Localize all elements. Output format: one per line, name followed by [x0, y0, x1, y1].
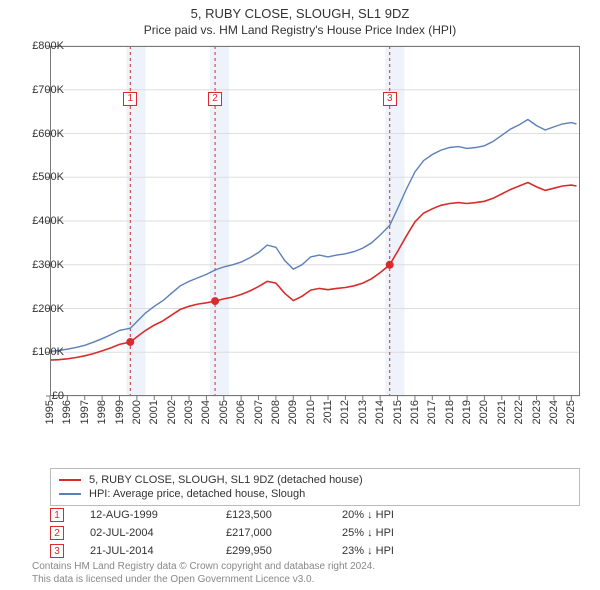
y-tick-label: £200K — [32, 303, 64, 315]
x-tick-label: 2013 — [357, 400, 369, 424]
legend-swatch-icon — [59, 493, 81, 495]
x-tick-label: 2000 — [131, 400, 143, 424]
legend-label: 5, RUBY CLOSE, SLOUGH, SL1 9DZ (detached… — [89, 474, 363, 486]
sale-price: £299,950 — [226, 545, 316, 557]
sale-price: £217,000 — [226, 527, 316, 539]
x-tick-label: 2009 — [287, 400, 299, 424]
x-tick-label: 2020 — [478, 400, 490, 424]
x-tick-label: 2025 — [565, 400, 577, 424]
sale-marker-icon: 2 — [50, 526, 64, 540]
y-tick-label: £600K — [32, 128, 64, 140]
chart-marker-icon: 1 — [123, 92, 137, 106]
sale-date: 21-JUL-2014 — [90, 545, 200, 557]
sale-date: 12-AUG-1999 — [90, 509, 200, 521]
y-tick-label: £100K — [32, 346, 64, 358]
chart-marker-icon: 3 — [383, 92, 397, 106]
x-tick-label: 2023 — [531, 400, 543, 424]
x-tick-label: 2018 — [444, 400, 456, 424]
footer-attribution: Contains HM Land Registry data © Crown c… — [32, 561, 588, 586]
sale-hpi-diff: 20% ↓ HPI — [342, 509, 452, 521]
chart-marker-icon: 2 — [208, 92, 222, 106]
x-tick-label: 2006 — [235, 400, 247, 424]
x-tick-label: 1995 — [44, 400, 56, 424]
y-tick-label: £700K — [32, 84, 64, 96]
legend-label: HPI: Average price, detached house, Slou… — [89, 488, 305, 500]
x-tick-label: 2015 — [392, 400, 404, 424]
footer-line: Contains HM Land Registry data © Crown c… — [32, 561, 588, 574]
footer-line: This data is licensed under the Open Gov… — [32, 574, 588, 587]
x-tick-label: 2008 — [270, 400, 282, 424]
sale-marker-icon: 1 — [50, 508, 64, 522]
legend: 5, RUBY CLOSE, SLOUGH, SL1 9DZ (detached… — [50, 468, 580, 506]
sale-price: £123,500 — [226, 509, 316, 521]
x-tick-label: 2016 — [409, 400, 421, 424]
sale-date: 02-JUL-2004 — [90, 527, 200, 539]
x-tick-label: 2003 — [183, 400, 195, 424]
x-tick-label: 2002 — [166, 400, 178, 424]
sale-marker-icon: 3 — [50, 544, 64, 558]
x-tick-label: 2024 — [548, 400, 560, 424]
x-tick-label: 2005 — [218, 400, 230, 424]
chart-title: 5, RUBY CLOSE, SLOUGH, SL1 9DZ — [0, 6, 600, 21]
x-tick-label: 2010 — [305, 400, 317, 424]
titles: 5, RUBY CLOSE, SLOUGH, SL1 9DZ Price pai… — [0, 0, 600, 37]
x-tick-label: 1996 — [61, 400, 73, 424]
y-tick-label: £500K — [32, 171, 64, 183]
chart-container: 5, RUBY CLOSE, SLOUGH, SL1 9DZ Price pai… — [0, 0, 600, 590]
legend-item: 5, RUBY CLOSE, SLOUGH, SL1 9DZ (detached… — [59, 473, 571, 487]
sale-hpi-diff: 25% ↓ HPI — [342, 527, 452, 539]
sale-row: 2 02-JUL-2004 £217,000 25% ↓ HPI — [50, 524, 580, 542]
x-tick-label: 2001 — [148, 400, 160, 424]
x-tick-label: 2007 — [253, 400, 265, 424]
x-tick-label: 2004 — [200, 400, 212, 424]
sale-row: 3 21-JUL-2014 £299,950 23% ↓ HPI — [50, 542, 580, 560]
legend-swatch-icon — [59, 479, 81, 481]
x-tick-label: 2019 — [461, 400, 473, 424]
x-tick-label: 2022 — [513, 400, 525, 424]
chart-subtitle: Price paid vs. HM Land Registry's House … — [0, 23, 600, 37]
legend-item: HPI: Average price, detached house, Slou… — [59, 487, 571, 501]
sale-row: 1 12-AUG-1999 £123,500 20% ↓ HPI — [50, 506, 580, 524]
x-tick-label: 2014 — [374, 400, 386, 424]
x-tick-label: 2017 — [426, 400, 438, 424]
x-tick-label: 1999 — [114, 400, 126, 424]
sale-hpi-diff: 23% ↓ HPI — [342, 545, 452, 557]
x-tick-label: 2012 — [339, 400, 351, 424]
x-tick-label: 1998 — [96, 400, 108, 424]
y-tick-label: £300K — [32, 259, 64, 271]
x-tick-label: 2011 — [322, 400, 334, 424]
x-tick-label: 1997 — [79, 400, 91, 424]
x-tick-label: 2021 — [496, 400, 508, 424]
sales-table: 1 12-AUG-1999 £123,500 20% ↓ HPI 2 02-JU… — [50, 506, 580, 560]
y-tick-label: £800K — [32, 40, 64, 52]
y-tick-label: £400K — [32, 215, 64, 227]
